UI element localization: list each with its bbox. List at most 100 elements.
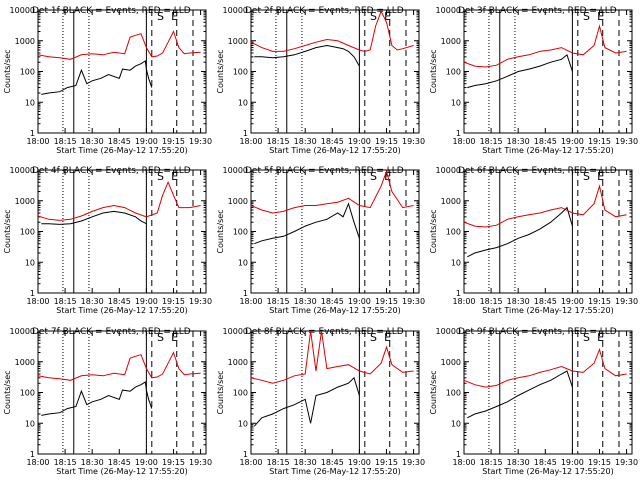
end-marker-label: E [171,170,178,183]
y-tick-label: 10 [451,258,461,267]
start-marker-label: S [157,170,164,183]
chart-panel-9: Det 9f BLACK = Events, RED = LLD 1 10 100 10… [429,327,638,476]
y-tick-label: 10000 [223,6,248,15]
y-tick-label: 100 [446,228,461,237]
y-tick-label: 1 [243,289,248,298]
start-marker-label: S [157,331,164,344]
x-tick-label: 18:45 [108,137,131,146]
series-line-events [41,60,153,95]
y-tick-label: 10 [25,258,35,267]
x-tick-label: 18:45 [108,297,131,306]
y-axis-label: Counts/sec [216,370,225,414]
start-marker-label: S [583,331,590,344]
series-line-lld [464,347,627,388]
x-axis-label: Start Time (26-May-12 17:55:20) [56,306,187,315]
x-tick-label: 18:00 [239,458,262,467]
end-marker-label: E [384,331,391,344]
y-axis-label: Counts/sec [216,49,225,93]
x-tick-label: 19:00 [561,297,584,306]
y-tick-label: 1 [30,129,35,138]
y-tick-label: 1000 [228,197,248,206]
x-tick-label: 18:15 [54,297,77,306]
y-tick-label: 1000 [441,197,461,206]
x-tick-label: 19:15 [162,458,185,467]
y-tick-label: 100 [233,228,248,237]
x-tick-label: 19:00 [348,137,371,146]
y-tick-label: 10 [25,419,35,428]
y-axis-label: Counts/sec [216,209,225,253]
y-tick-label: 10000 [436,166,461,175]
series-line-events [41,381,153,416]
x-tick-label: 18:30 [81,297,104,306]
y-axis-label: Counts/sec [429,209,438,253]
x-axis-label: Start Time (26-May-12 17:55:20) [482,306,613,315]
chart-title: Det 2f BLACK = Events, RED = LLD [245,6,404,16]
series-line-lld [251,10,414,52]
y-tick-label: 10000 [10,327,35,336]
y-tick-label: 1 [243,129,248,138]
series-line-events [253,376,360,427]
y-tick-label: 10000 [436,6,461,15]
y-tick-label: 10000 [223,327,248,336]
x-tick-label: 18:00 [26,458,49,467]
y-tick-label: 1 [30,289,35,298]
x-tick-label: 19:30 [189,297,212,306]
y-tick-label: 10 [451,98,461,107]
x-tick-label: 18:30 [81,137,104,146]
x-tick-label: 18:30 [507,137,530,146]
series-line-lld [38,30,201,60]
x-tick-label: 18:45 [534,458,557,467]
y-tick-label: 100 [20,68,35,77]
x-tick-label: 19:00 [348,297,371,306]
chart-title: Det 5f BLACK = Events, RED = LLD [245,166,404,176]
y-tick-label: 1 [243,450,248,459]
y-axis-label: Counts/sec [429,49,438,93]
chart-title: Det 1f BLACK = Events, RED = LLD [32,6,191,16]
end-marker-label: E [384,10,391,23]
start-marker-label: S [157,10,164,23]
y-tick-label: 1000 [441,358,461,367]
y-tick-label: 10000 [10,6,35,15]
y-tick-label: 1 [30,450,35,459]
x-tick-label: 18:30 [294,458,317,467]
chart-panel-3: Det 3f BLACK = Events, RED = LLD 1 10 100 10… [429,6,638,155]
x-axis-label: Start Time (26-May-12 17:55:20) [482,467,613,476]
y-tick-label: 100 [233,68,248,77]
x-tick-label: 18:45 [108,458,131,467]
y-tick-label: 1000 [228,358,248,367]
y-tick-label: 10000 [223,166,248,175]
x-axis-label: Start Time (26-May-12 17:55:20) [482,146,613,155]
chart-panel-5: Det 5f BLACK = Events, RED = LLD 1 10 100 10… [216,166,425,315]
series-line-lld [464,184,627,228]
x-tick-label: 19:30 [615,137,638,146]
y-tick-label: 1000 [15,197,35,206]
series-line-events [467,370,573,419]
x-tick-label: 19:30 [189,137,212,146]
y-axis-label: Counts/sec [429,370,438,414]
x-tick-label: 19:15 [375,297,398,306]
y-tick-label: 10000 [10,166,35,175]
series-line-lld [251,331,414,384]
x-tick-label: 19:00 [135,297,158,306]
y-axis-label: Counts/sec [3,370,12,414]
y-tick-label: 1000 [15,37,35,46]
x-tick-label: 18:45 [321,137,344,146]
x-axis-label: Start Time (26-May-12 17:55:20) [269,146,400,155]
x-tick-label: 19:30 [615,297,638,306]
x-tick-label: 19:15 [162,137,185,146]
x-tick-label: 18:15 [54,137,77,146]
x-tick-label: 19:30 [402,297,425,306]
y-tick-label: 10000 [436,327,461,336]
y-tick-label: 100 [20,228,35,237]
x-tick-label: 18:00 [452,458,475,467]
x-tick-label: 18:00 [452,137,475,146]
chart-panel-2: Det 2f BLACK = Events, RED = LLD 1 10 100 10… [216,6,425,155]
x-tick-label: 18:45 [321,458,344,467]
series-line-lld [38,351,201,381]
x-tick-label: 18:45 [534,297,557,306]
y-tick-label: 10 [451,419,461,428]
x-tick-label: 19:00 [135,458,158,467]
x-tick-label: 19:15 [588,137,611,146]
x-tick-label: 18:30 [294,137,317,146]
